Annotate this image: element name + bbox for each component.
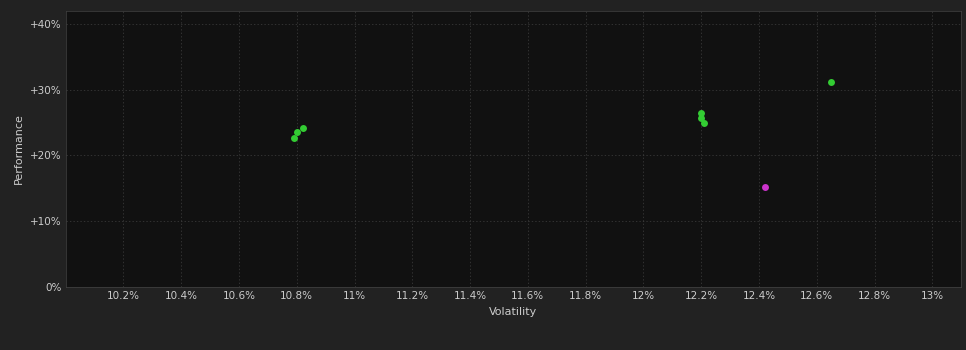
Point xyxy=(289,130,304,135)
Point xyxy=(295,126,310,131)
Point xyxy=(757,184,773,190)
Point xyxy=(694,110,709,116)
Point xyxy=(694,115,709,121)
Point xyxy=(696,120,712,126)
Y-axis label: Performance: Performance xyxy=(14,113,24,184)
Point xyxy=(286,135,301,141)
X-axis label: Volatility: Volatility xyxy=(490,307,537,317)
Point xyxy=(823,79,838,84)
